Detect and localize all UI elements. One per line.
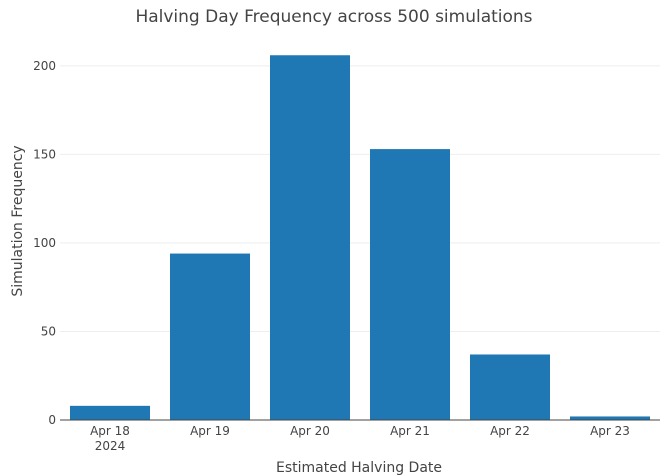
bar	[170, 253, 250, 420]
bar	[570, 416, 650, 420]
bars	[70, 55, 650, 420]
y-tick-labels: 0 50 100 150 200	[33, 59, 56, 427]
x-tick-sublabel: 2024	[95, 439, 126, 453]
y-tick-label: 150	[33, 147, 56, 161]
x-tick-label: Apr 23	[590, 424, 630, 438]
x-tick-label: Apr 22	[490, 424, 530, 438]
y-axis-label: Simulation Frequency	[10, 145, 26, 296]
x-tick-label: Apr 20	[290, 424, 330, 438]
bar	[370, 149, 450, 420]
y-tick-label: 50	[41, 324, 56, 338]
x-tick-label: Apr 19	[190, 424, 230, 438]
bar	[470, 354, 550, 420]
x-tick-label: Apr 18	[90, 424, 130, 438]
bar	[70, 405, 150, 420]
chart-title: Halving Day Frequency across 500 simulat…	[135, 7, 532, 27]
bar	[270, 55, 350, 420]
y-tick-label: 200	[33, 59, 56, 73]
y-tick-label: 0	[48, 413, 56, 427]
x-tick-label: Apr 21	[390, 424, 430, 438]
y-tick-label: 100	[33, 236, 56, 250]
gridlines	[60, 65, 660, 332]
x-axis-label: Estimated Halving Date	[276, 460, 442, 476]
